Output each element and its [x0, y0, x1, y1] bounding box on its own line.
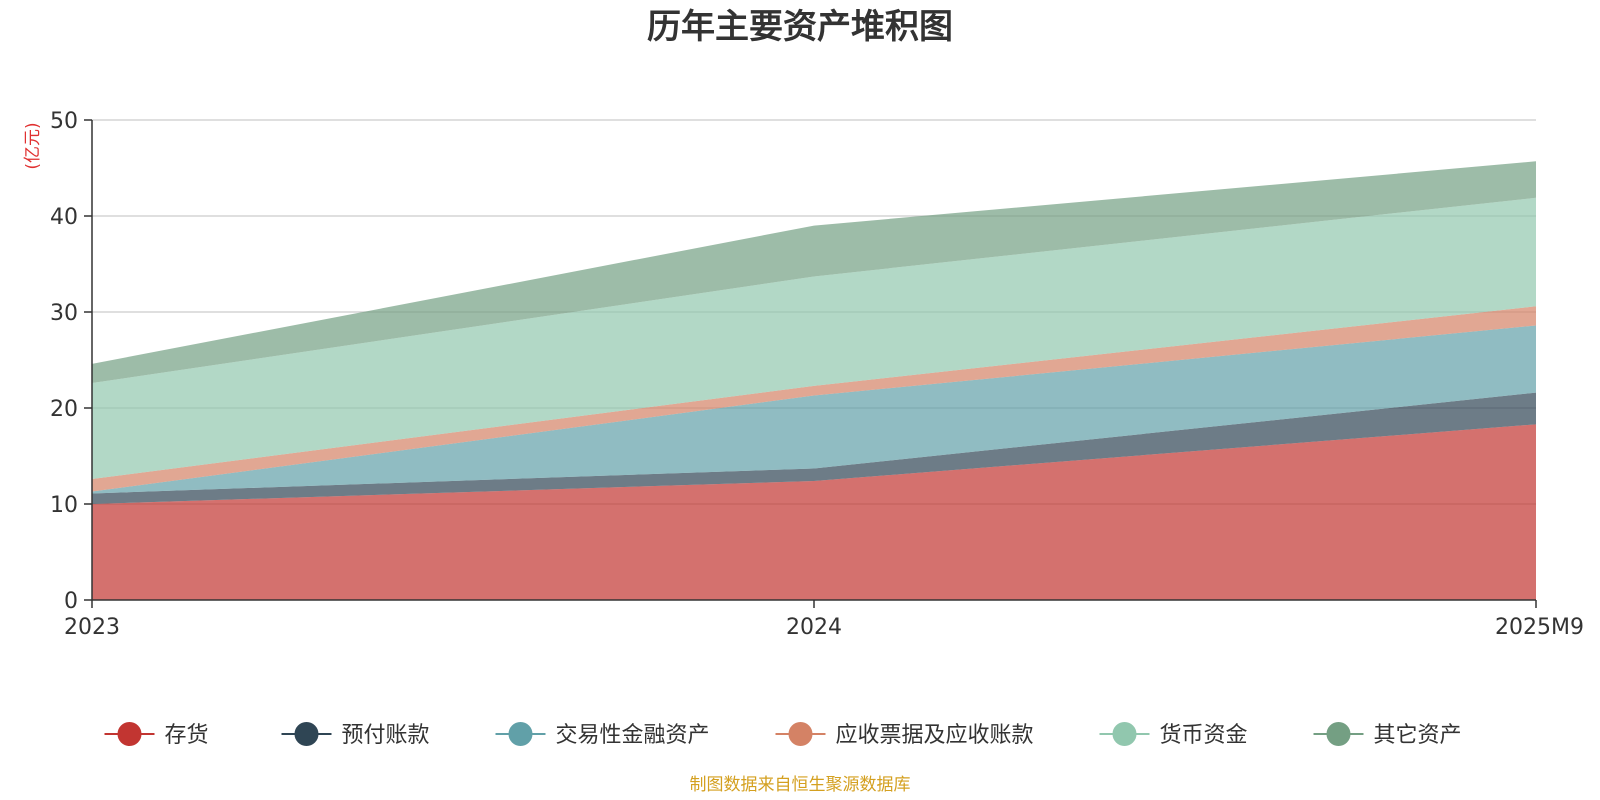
- legend-marker-2: [508, 722, 533, 746]
- legend-marker-3: [788, 722, 813, 746]
- x-tick-label-1: 2024: [786, 615, 842, 640]
- legend-marker-0: [117, 722, 142, 746]
- legend-item-4[interactable]: 货币资金: [1099, 722, 1248, 748]
- area-series-2: [92, 325, 1536, 494]
- area-series-4: [92, 197, 1536, 480]
- x-tick-label-0: 2023: [64, 615, 120, 640]
- legend-label-5: 其它资产: [1374, 723, 1462, 748]
- data-source-note: 制图数据来自恒生聚源数据库: [690, 775, 911, 795]
- area-series: [92, 161, 1536, 600]
- legend-marker-5: [1326, 722, 1351, 746]
- legend[interactable]: 存货 预付账款 交易性金融资产 应收票据及应收账款 货币资金 其它资产: [104, 722, 1462, 748]
- area-series-1: [92, 392, 1536, 504]
- legend-label-0: 存货: [165, 723, 209, 748]
- legend-marker-4: [1112, 722, 1137, 746]
- legend-label-4: 货币资金: [1160, 723, 1248, 748]
- y-tick-label-30: 30: [50, 301, 78, 326]
- chart-title: 历年主要资产堆积图: [647, 7, 953, 47]
- y-tick-label-0: 0: [64, 589, 78, 614]
- y-tick-label-20: 20: [50, 397, 78, 422]
- legend-item-3[interactable]: 应收票据及应收账款: [775, 722, 1034, 748]
- area-series-0: [92, 424, 1536, 600]
- area-series-3: [92, 306, 1536, 492]
- legend-label-3: 应收票据及应收账款: [836, 723, 1034, 748]
- y-axis-unit-label: (亿元): [23, 122, 43, 169]
- legend-item-1[interactable]: 预付账款: [281, 722, 430, 748]
- axes: 0 10 20 30 40 50 2023 2024 2025M9: [50, 109, 1584, 640]
- legend-item-5[interactable]: 其它资产: [1313, 722, 1462, 748]
- y-tick-label-10: 10: [50, 493, 78, 518]
- legend-marker-1: [294, 722, 319, 746]
- legend-label-2: 交易性金融资产: [556, 723, 710, 748]
- area-series-5: [92, 161, 1536, 384]
- x-tick-label-2: 2025M9: [1495, 615, 1584, 640]
- y-tick-label-50: 50: [50, 109, 78, 134]
- legend-item-0[interactable]: 存货: [104, 722, 209, 748]
- legend-item-2[interactable]: 交易性金融资产: [495, 722, 710, 748]
- y-tick-label-40: 40: [50, 205, 78, 230]
- legend-label-1: 预付账款: [342, 723, 430, 748]
